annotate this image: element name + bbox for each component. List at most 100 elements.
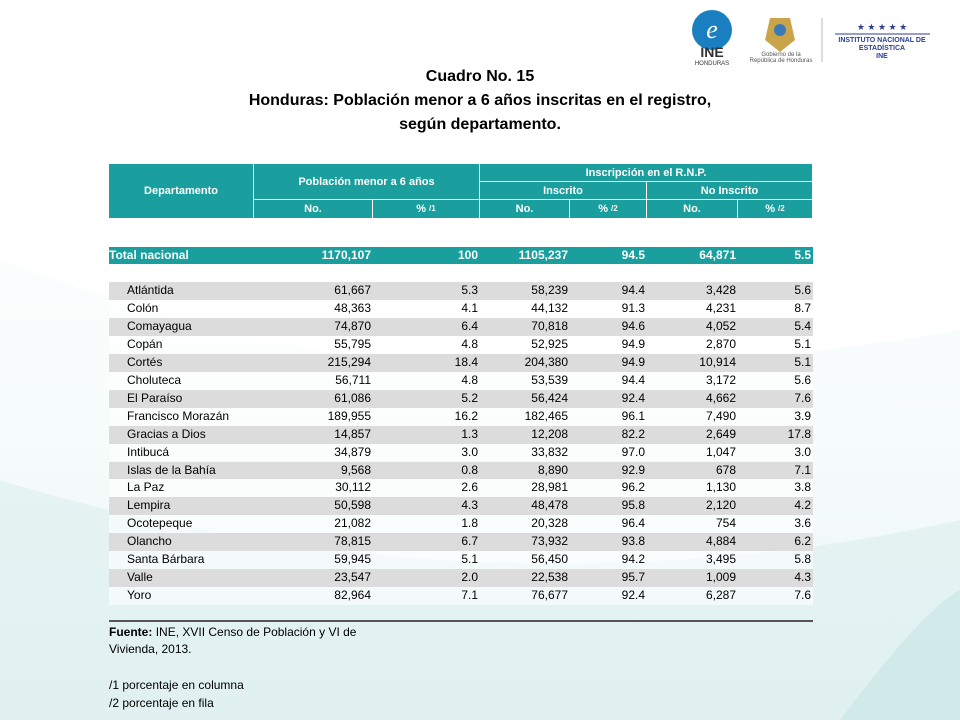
header-cell: Inscripción en el R.N.P. — [480, 164, 813, 182]
number-cell: 4,662 — [647, 389, 738, 408]
footer-rule — [109, 620, 813, 622]
number-cell: 28,981 — [480, 479, 570, 498]
number-cell: 91.3 — [570, 299, 647, 318]
number-cell: 2,649 — [647, 425, 738, 444]
number-cell: 5.1 — [738, 353, 813, 372]
number-cell: 1170,107 — [254, 247, 373, 264]
header-note: /1 — [429, 204, 436, 213]
number-cell: 5.1 — [738, 335, 813, 354]
number-cell: 2.0 — [373, 569, 480, 588]
header-cell: %/2 — [738, 200, 813, 219]
number-cell: 5.4 — [738, 317, 813, 336]
header-cell: No. — [480, 200, 570, 219]
department-cell: Lempira — [109, 497, 254, 516]
number-cell: 3,428 — [647, 282, 738, 300]
number-cell: 754 — [647, 515, 738, 534]
number-cell: 7.6 — [738, 587, 813, 606]
number-cell: 7.1 — [738, 461, 813, 480]
number-cell: 96.4 — [570, 515, 647, 534]
number-cell: 678 — [647, 461, 738, 480]
department-cell: Intibucá — [109, 443, 254, 462]
header-cell: No. — [254, 200, 373, 219]
number-cell: 6,287 — [647, 587, 738, 606]
number-cell: 61,086 — [254, 389, 373, 408]
department-cell: Atlántida — [109, 282, 254, 300]
number-cell: 4.8 — [373, 371, 480, 390]
number-cell: 53,539 — [480, 371, 570, 390]
number-cell: 3.9 — [738, 407, 813, 426]
header-text: % — [765, 203, 776, 215]
logo-inst: INSTITUTO NACIONAL DE ESTADÍSTICA INE — [832, 37, 932, 61]
header-text: % — [598, 203, 609, 215]
number-cell: 94.5 — [570, 247, 647, 264]
number-cell: 44,132 — [480, 299, 570, 318]
number-cell: 64,871 — [647, 247, 738, 264]
source: Fuente: INE, XVII Censo de Población y V… — [109, 625, 356, 639]
number-cell: 2.6 — [373, 479, 480, 498]
number-cell: 16.2 — [373, 407, 480, 426]
number-cell: 94.2 — [570, 551, 647, 570]
source: Vivienda, 2013. — [109, 642, 192, 656]
number-cell: 1,009 — [647, 569, 738, 588]
number-cell: 5.6 — [738, 371, 813, 390]
number-cell: 56,450 — [480, 551, 570, 570]
number-cell: 82,964 — [254, 587, 373, 606]
number-cell: 4.8 — [373, 335, 480, 354]
number-cell: 5.6 — [738, 282, 813, 300]
number-cell: 182,465 — [480, 407, 570, 426]
number-cell: 61,667 — [254, 282, 373, 300]
number-cell: 6.4 — [373, 317, 480, 336]
number-cell: 22,538 — [480, 569, 570, 588]
svg-text:e: e — [706, 15, 718, 44]
number-cell: 74,870 — [254, 317, 373, 336]
number-cell: 78,815 — [254, 533, 373, 552]
number-cell: 33,832 — [480, 443, 570, 462]
subtitle: según departamento. — [399, 116, 561, 133]
number-cell: 94.6 — [570, 317, 647, 336]
number-cell: 6.7 — [373, 533, 480, 552]
number-cell: 5.8 — [738, 551, 813, 570]
number-cell: 4.3 — [373, 497, 480, 516]
number-cell: 1.8 — [373, 515, 480, 534]
number-cell: 5.2 — [373, 389, 480, 408]
number-cell: 12,208 — [480, 425, 570, 444]
header-cell: %/2 — [570, 200, 647, 219]
number-cell: 34,879 — [254, 443, 373, 462]
number-cell: 5.3 — [373, 282, 480, 300]
number-cell: 95.8 — [570, 497, 647, 516]
number-cell: 56,711 — [254, 371, 373, 390]
number-cell: 96.2 — [570, 479, 647, 498]
number-cell: 97.0 — [570, 443, 647, 462]
header-cell: Departamento — [109, 164, 254, 219]
number-cell: 17.8 — [738, 425, 813, 444]
number-cell: 8,890 — [480, 461, 570, 480]
number-cell: 92.9 — [570, 461, 647, 480]
number-cell: 70,818 — [480, 317, 570, 336]
department-cell: El Paraíso — [109, 389, 254, 408]
header-cell: %/1 — [373, 200, 480, 219]
number-cell: 3.8 — [738, 479, 813, 498]
number-cell: 94.9 — [570, 353, 647, 372]
department-cell: Total nacional — [109, 247, 254, 264]
title: Cuadro No. 15 — [425, 68, 535, 85]
number-cell: 204,380 — [480, 353, 570, 372]
department-cell: Cortés — [109, 353, 254, 372]
number-cell: 52,925 — [480, 335, 570, 354]
svg-text:★ ★ ★ ★ ★: ★ ★ ★ ★ ★ — [857, 22, 907, 32]
number-cell: 96.1 — [570, 407, 647, 426]
number-cell: 4,052 — [647, 317, 738, 336]
number-cell: 5.5 — [738, 247, 813, 264]
number-cell: 58,239 — [480, 282, 570, 300]
note: /1 porcentaje en columna — [109, 678, 244, 692]
number-cell: 189,955 — [254, 407, 373, 426]
note: /2 porcentaje en fila — [109, 696, 214, 710]
logo-gov-line: Gobierno de la — [761, 52, 801, 58]
number-cell: 73,932 — [480, 533, 570, 552]
logo-ine: INE — [700, 44, 724, 60]
department-cell: Francisco Morazán — [109, 407, 254, 426]
department-cell: Gracias a Dios — [109, 425, 254, 444]
department-cell: Choluteca — [109, 371, 254, 390]
number-cell: 0.8 — [373, 461, 480, 480]
number-cell: 1,130 — [647, 479, 738, 498]
